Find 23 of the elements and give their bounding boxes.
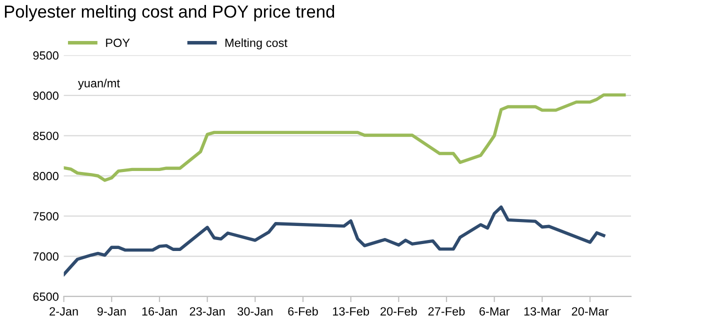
y-tick-label: 8000 (33, 172, 58, 180)
chart-title: Polyester melting cost and POY price trend (4, 5, 334, 22)
y-tick-label: 9500 (33, 51, 58, 60)
x-tick-label: 23-Jan (190, 307, 225, 316)
x-tick-label: 20-Feb (380, 306, 417, 316)
x-tick-label: 20-Mar (572, 307, 609, 316)
x-tick-label: 27-Feb (428, 306, 465, 316)
x-tick-label: 30-Jan (238, 307, 272, 316)
y-tick-label: 6500 (33, 292, 58, 301)
y-tick-label: 7500 (33, 212, 58, 220)
y-tick-label: 8500 (33, 132, 58, 140)
x-tick-label: 13-Feb (333, 306, 370, 316)
x-tick-label: 6-Feb (288, 306, 318, 316)
legend-label: POY (106, 38, 130, 48)
x-tick-label: 6-Mar (480, 307, 510, 316)
y-tick-label: 7000 (33, 252, 58, 261)
y-tick-label: 9000 (33, 92, 58, 100)
x-tick-label: 13-Mar (524, 307, 561, 316)
legend-label: Melting cost (225, 38, 288, 50)
x-tick-label: 16-Jan (142, 307, 177, 316)
annotation: yuan/mt (78, 78, 120, 90)
x-tick-label: 9-Jan (97, 307, 126, 316)
x-tick-label: 2-Jan (50, 307, 78, 316)
